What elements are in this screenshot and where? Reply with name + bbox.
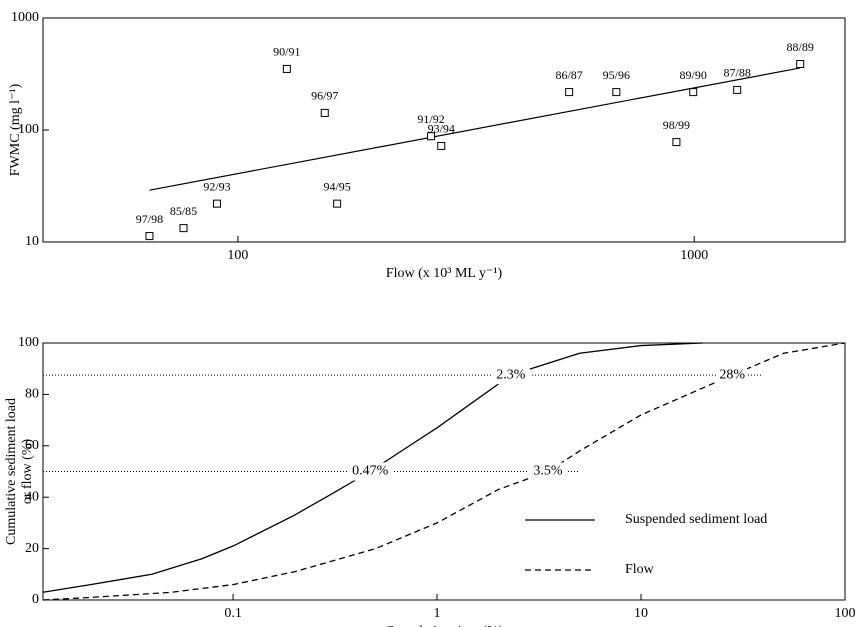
annotation: 0.47% (352, 464, 389, 479)
y-tick-label: 60 (25, 438, 39, 453)
point-label: 89/90 (680, 68, 707, 82)
y-tick-label: 20 (25, 541, 39, 556)
y-tick-label: 80 (25, 387, 39, 402)
x-tick-label: 100 (835, 606, 856, 621)
point (179, 224, 188, 233)
y-tick-label: 10 (25, 234, 39, 249)
y-axis-label: or flow (%) (20, 439, 35, 505)
point (612, 88, 621, 97)
point-label: 94/95 (323, 179, 350, 193)
y-tick-label: 40 (25, 489, 39, 504)
y-axis-label: Cumulative sediment load (4, 398, 19, 545)
point-label: 87/88 (724, 66, 751, 80)
point (282, 64, 291, 73)
x-tick-label: 1000 (680, 248, 708, 263)
point-label: 95/96 (603, 68, 630, 82)
point (733, 85, 742, 94)
x-axis-label: Cumulative time (%) (385, 624, 504, 627)
point (213, 199, 222, 208)
point-label: 90/91 (273, 45, 300, 59)
point-label: 91/92 (417, 112, 444, 126)
y-tick-label: 100 (18, 122, 39, 137)
x-tick-label: 100 (227, 248, 248, 263)
point (672, 138, 681, 147)
y-axis-label: FWMC (mg l⁻¹) (8, 83, 23, 176)
point-label: 85/85 (170, 204, 197, 218)
point (427, 132, 436, 141)
fit-line (149, 67, 801, 191)
point (437, 141, 446, 150)
annotation-bg (529, 462, 568, 481)
x-tick-label: 10 (634, 606, 648, 621)
point (689, 88, 698, 97)
point-label: 93/94 (428, 122, 455, 136)
annotation: 3.5% (533, 464, 563, 479)
legend-label: Suspended sediment load (625, 512, 767, 527)
point (320, 108, 329, 117)
point (796, 60, 805, 69)
legend-label: Flow (625, 562, 655, 577)
point-label: 88/89 (787, 40, 814, 54)
x-tick-label: 1 (434, 606, 441, 621)
x-tick-label: 0.1 (224, 606, 242, 621)
point (333, 199, 342, 208)
point-label: 86/87 (555, 68, 582, 82)
x-axis-label: Flow (x 10³ ML y⁻¹) (386, 266, 503, 281)
annotation-bg (717, 366, 748, 385)
point-label: 98/99 (663, 118, 690, 132)
annotation: 28% (719, 367, 745, 382)
annotation-bg (347, 462, 394, 481)
annotation: 2.3% (496, 367, 526, 382)
point-label: 96/97 (311, 89, 338, 103)
y-tick-label: 100 (18, 335, 39, 350)
point-label: 97/98 (136, 212, 163, 226)
point (565, 88, 574, 97)
series-line (42, 342, 703, 593)
y-tick-label: 0 (32, 592, 39, 607)
point (145, 232, 154, 241)
y-tick-label: 1000 (11, 10, 39, 25)
annotation-bg (491, 366, 530, 385)
point-label: 92/93 (203, 179, 230, 193)
